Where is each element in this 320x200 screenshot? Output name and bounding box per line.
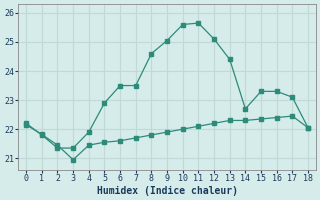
X-axis label: Humidex (Indice chaleur): Humidex (Indice chaleur) [97,186,237,196]
